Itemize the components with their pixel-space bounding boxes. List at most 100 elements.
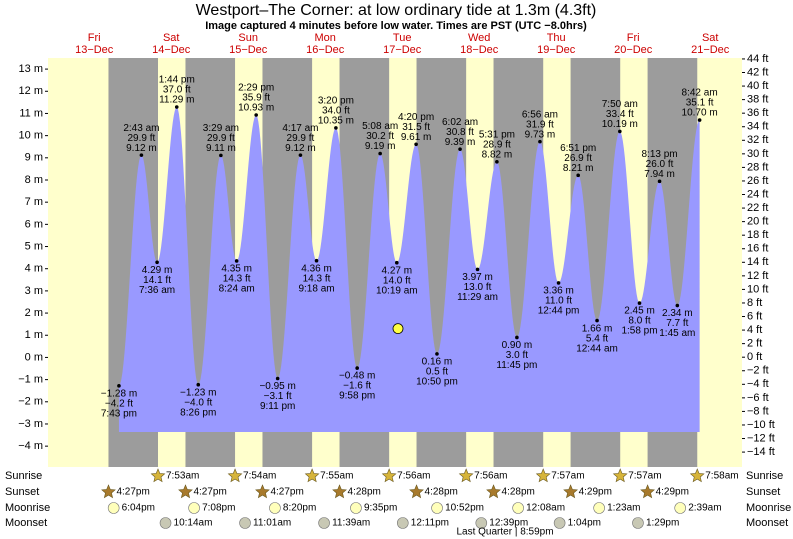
moonrise-icon xyxy=(350,502,362,514)
y2-tick-label: 2 ft xyxy=(747,338,762,350)
sunrise-time: 7:57am xyxy=(551,471,584,482)
sunrise-icon xyxy=(304,468,320,483)
y2-tick-label: −14 ft xyxy=(747,446,775,458)
y2-tick-label: 32 ft xyxy=(747,134,768,146)
tide-label: 7.7 ft xyxy=(666,318,688,329)
tide-label: 35.9 ft xyxy=(242,93,270,104)
sunrise-icon xyxy=(150,468,166,483)
y2-tick-label: 28 ft xyxy=(747,161,768,173)
tide-label: 1:44 pm xyxy=(159,75,195,86)
moonset-icon xyxy=(318,517,330,529)
tide-label: 7:36 am xyxy=(139,285,175,296)
tide-label: 5:31 pm xyxy=(479,129,515,140)
tide-point xyxy=(196,382,201,387)
tide-label: 0.90 m xyxy=(502,340,533,351)
tide-point xyxy=(697,118,702,122)
moonrise-icon xyxy=(593,502,605,514)
tide-point xyxy=(637,301,642,305)
moonset-time: 11:01am xyxy=(253,518,291,529)
y-tick-label: 1 m xyxy=(25,329,43,341)
date-label: 16−Dec xyxy=(306,44,345,56)
y2-tick-label: 44 ft xyxy=(747,53,768,65)
moonrise-icon xyxy=(512,502,524,514)
tide-point xyxy=(314,258,319,263)
y2-tick-label: −4 ft xyxy=(747,378,769,390)
tide-point xyxy=(298,153,303,157)
y2-tick-label: 12 ft xyxy=(747,270,768,282)
tide-label: −0.95 m xyxy=(259,381,295,392)
y-tick-label: −1 m xyxy=(18,374,43,386)
date-label: 15−Dec xyxy=(229,44,268,56)
tide-point xyxy=(618,129,622,134)
tide-label: 30.2 ft xyxy=(366,131,394,142)
tide-label: 10:19 am xyxy=(376,285,418,296)
moonset-time: 12:39pm xyxy=(489,518,528,529)
tide-label: 10.93 m xyxy=(238,103,274,114)
sunrise-time: 7:58am xyxy=(705,471,738,482)
tide-label: 3:20 pm xyxy=(318,96,354,107)
tide-point xyxy=(675,303,680,308)
y2-tick-label: 34 ft xyxy=(747,121,768,133)
tide-label: 4.29 m xyxy=(142,265,173,276)
y2-tick-label: −6 ft xyxy=(747,392,769,404)
y2-tick-label: 10 ft xyxy=(747,283,768,295)
tide-label: 9.61 m xyxy=(401,132,432,143)
moonrise-icon xyxy=(674,502,687,514)
tide-label: −1.28 m xyxy=(101,388,137,399)
weekday-label: Mon xyxy=(314,32,335,44)
y-tick-label: 4 m xyxy=(25,263,43,275)
tide-label: 10.35 m xyxy=(318,116,354,127)
y2-tick-label: 14 ft xyxy=(747,256,768,268)
tide-label: 8:26 pm xyxy=(180,407,216,418)
y2-tick-label: −10 ft xyxy=(747,419,775,431)
sunset-time: 4:27pm xyxy=(270,487,303,498)
tide-label: 9.39 m xyxy=(445,137,476,148)
tide-label: 7:43 pm xyxy=(101,408,137,419)
y-tick-label: 7 m xyxy=(25,196,43,208)
moonrise-time: 12:08am xyxy=(526,503,565,514)
sunset-icon xyxy=(409,484,424,499)
tide-label: 13.0 ft xyxy=(464,282,492,293)
tide-label: −1.23 m xyxy=(180,387,216,398)
date-label: 21−Dec xyxy=(691,44,730,56)
y-tick-label: 12 m xyxy=(19,85,43,97)
y2-tick-label: 6 ft xyxy=(747,310,762,322)
y2-tick-label: 8 ft xyxy=(747,297,762,309)
tide-label: 1:58 pm xyxy=(621,326,657,337)
tide-label: 11:45 pm xyxy=(496,360,537,371)
tide-label: 14.0 ft xyxy=(383,275,411,286)
y2-tick-label: 4 ft xyxy=(747,324,762,336)
moonrise-time: 7:08pm xyxy=(202,503,235,514)
y2-tick-label: 30 ft xyxy=(747,148,768,160)
weekday-label: Sat xyxy=(702,32,719,44)
y2-tick-label: 36 ft xyxy=(747,107,768,119)
tide-point xyxy=(117,384,121,388)
tide-label: 9.73 m xyxy=(525,129,556,140)
moonset-icon xyxy=(553,517,566,529)
tide-label: 0.5 ft xyxy=(426,367,448,378)
tide-label: 37.0 ft xyxy=(163,85,191,96)
sunset-icon xyxy=(563,484,578,499)
tide-label: 9:11 pm xyxy=(260,401,295,412)
tide-label: 9.19 m xyxy=(365,141,396,152)
tide-label: 8:24 am xyxy=(219,284,255,295)
tide-label: 6:02 am xyxy=(442,117,478,128)
sunrise-time: 7:54am xyxy=(243,471,276,482)
y-tick-label: 13 m xyxy=(19,63,43,75)
sunset-icon xyxy=(486,484,501,499)
sunrise-icon xyxy=(689,468,705,483)
sunset-time: 4:29pm xyxy=(656,487,689,498)
moonrise-time: 2:39am xyxy=(688,503,721,514)
tide-point xyxy=(595,318,599,323)
sunset-time: 4:29pm xyxy=(579,487,612,498)
moonset-time: 1:29pm xyxy=(646,518,679,529)
date-label: 20−Dec xyxy=(614,44,653,56)
tide-label: −4.2 ft xyxy=(105,398,133,409)
moon-phase: Last Quarter | 8:59pm xyxy=(456,527,553,538)
weekday-label: Fri xyxy=(627,32,640,44)
moonrise-time: 1:23am xyxy=(607,503,640,514)
moonrise-time: 10:52pm xyxy=(445,503,484,514)
tide-label: 9:58 pm xyxy=(339,391,375,402)
tide-label: 3.97 m xyxy=(462,272,493,283)
sunset-time: 4:27pm xyxy=(193,487,226,498)
